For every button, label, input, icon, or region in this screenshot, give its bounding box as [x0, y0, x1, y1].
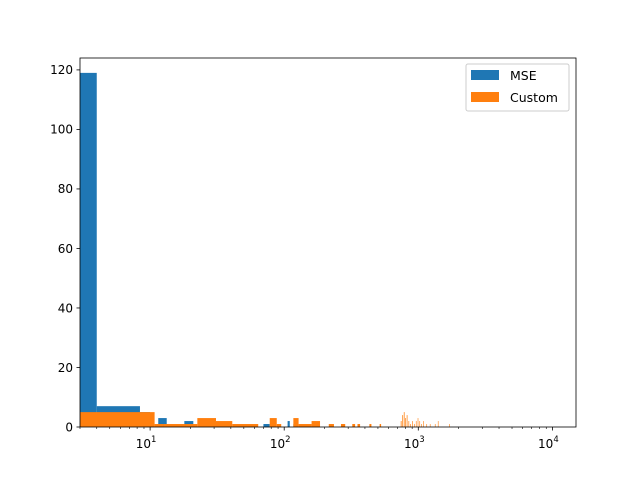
bar-custom — [449, 424, 450, 427]
bar-custom — [232, 424, 259, 427]
bar-custom — [276, 424, 282, 427]
bar-custom — [340, 424, 346, 427]
bar-custom — [328, 424, 334, 427]
bar-custom — [423, 421, 424, 427]
bar-custom — [417, 418, 419, 427]
bar-custom — [421, 424, 422, 427]
bar-custom — [402, 415, 404, 427]
bar-mse — [263, 424, 270, 427]
bar-custom — [369, 424, 372, 427]
bar-custom — [269, 418, 277, 427]
legend: MSE Custom — [465, 63, 570, 112]
bar-custom — [412, 421, 413, 427]
bar-custom — [357, 424, 361, 427]
legend-swatch-mse — [471, 70, 499, 80]
bar-custom — [80, 412, 155, 427]
bar-mse — [287, 421, 290, 427]
legend-swatch-custom — [471, 92, 499, 102]
y-tick-label: 0 — [65, 420, 73, 434]
y-tick-label: 40 — [58, 301, 73, 315]
bar-custom — [410, 424, 411, 427]
bar-custom — [405, 418, 407, 427]
bar-custom — [197, 418, 216, 427]
bar-custom — [415, 421, 417, 427]
y-tick-label: 100 — [50, 123, 73, 137]
x-tick-label: 101 — [136, 435, 157, 451]
legend-label-mse: MSE — [510, 68, 537, 83]
bar-custom — [163, 424, 186, 427]
bar-mse — [80, 72, 97, 427]
bar-custom — [298, 424, 312, 427]
bar-custom — [437, 421, 439, 427]
x-tick-label: 104 — [538, 435, 559, 451]
bar-custom — [154, 424, 164, 427]
axes-group: 0 20 40 60 80 100 120 101 102 103 104 — [50, 57, 577, 451]
bar-custom — [419, 421, 421, 427]
bar-custom — [406, 415, 408, 427]
bar-custom — [408, 421, 410, 427]
x-tick-label: 102 — [270, 435, 291, 451]
bar-mse — [158, 418, 167, 427]
axes-frame — [79, 57, 577, 428]
bar-custom — [216, 421, 233, 427]
bars-group — [80, 72, 450, 427]
bar-custom — [414, 424, 415, 427]
bar-custom — [403, 412, 405, 427]
x-tick-label: 103 — [404, 435, 425, 451]
bar-custom — [293, 418, 299, 427]
bar-custom — [400, 421, 402, 427]
bar-custom — [352, 424, 356, 427]
y-tick-label: 20 — [58, 361, 73, 375]
bar-custom — [429, 424, 431, 427]
y-tick-label: 120 — [50, 63, 73, 77]
bar-custom — [311, 421, 321, 427]
y-tick-label: 80 — [58, 182, 73, 196]
bar-custom — [434, 424, 436, 427]
bar-custom — [185, 424, 198, 427]
legend-label-custom: Custom — [510, 90, 558, 105]
y-tick-label: 60 — [58, 242, 73, 256]
bar-custom — [379, 424, 382, 427]
bar-custom — [426, 424, 428, 427]
